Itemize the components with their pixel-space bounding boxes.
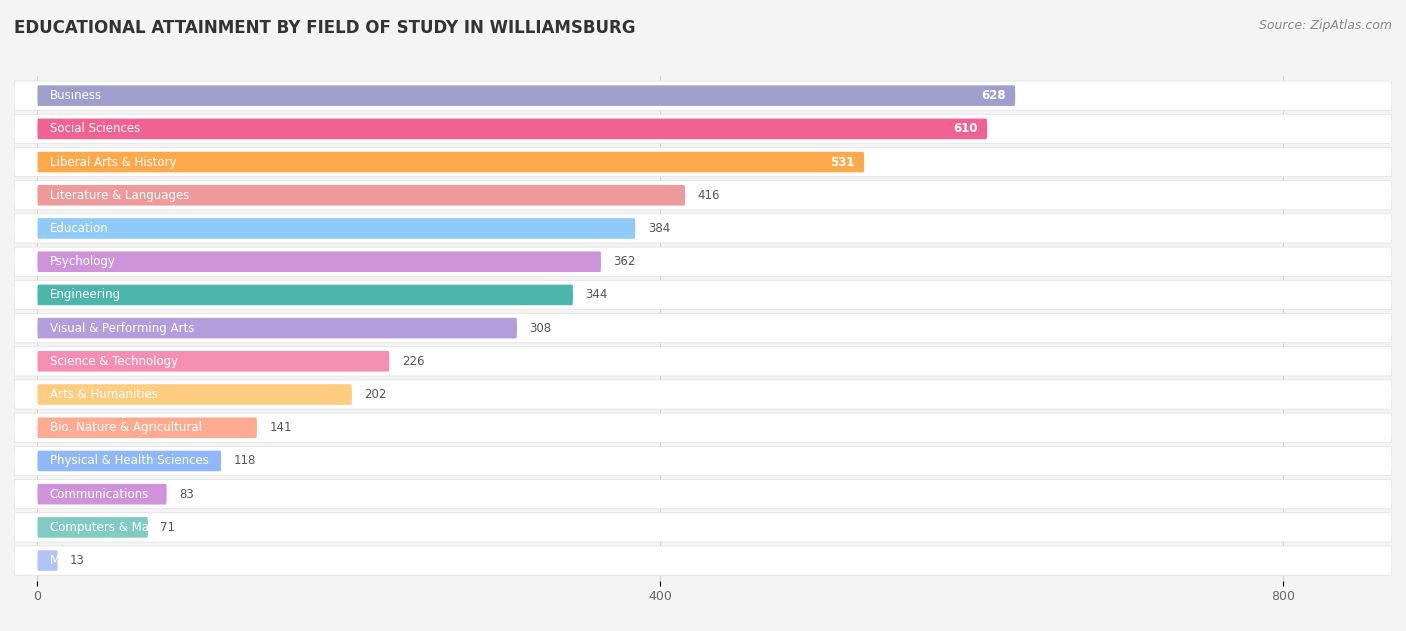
FancyBboxPatch shape — [38, 351, 389, 372]
FancyBboxPatch shape — [14, 446, 1392, 476]
FancyBboxPatch shape — [14, 280, 1392, 310]
Text: Multidisciplinary Studies: Multidisciplinary Studies — [49, 554, 194, 567]
Text: Social Sciences: Social Sciences — [49, 122, 141, 136]
FancyBboxPatch shape — [14, 180, 1392, 210]
Text: 384: 384 — [648, 222, 671, 235]
FancyBboxPatch shape — [38, 85, 1015, 106]
Text: 118: 118 — [233, 454, 256, 468]
FancyBboxPatch shape — [38, 418, 257, 438]
FancyBboxPatch shape — [14, 314, 1392, 343]
Text: Bio, Nature & Agricultural: Bio, Nature & Agricultural — [49, 422, 202, 434]
FancyBboxPatch shape — [38, 152, 865, 172]
FancyBboxPatch shape — [14, 81, 1392, 110]
FancyBboxPatch shape — [38, 218, 636, 239]
Text: EDUCATIONAL ATTAINMENT BY FIELD OF STUDY IN WILLIAMSBURG: EDUCATIONAL ATTAINMENT BY FIELD OF STUDY… — [14, 19, 636, 37]
Text: 416: 416 — [697, 189, 720, 202]
FancyBboxPatch shape — [14, 247, 1392, 276]
Text: 141: 141 — [270, 422, 292, 434]
FancyBboxPatch shape — [38, 285, 574, 305]
FancyBboxPatch shape — [38, 251, 600, 272]
FancyBboxPatch shape — [14, 346, 1392, 376]
FancyBboxPatch shape — [14, 148, 1392, 177]
Text: 628: 628 — [981, 89, 1005, 102]
Text: 226: 226 — [402, 355, 425, 368]
Text: Communications: Communications — [49, 488, 149, 500]
Text: Business: Business — [49, 89, 103, 102]
Text: Visual & Performing Arts: Visual & Performing Arts — [49, 322, 194, 334]
FancyBboxPatch shape — [14, 413, 1392, 442]
Text: Literature & Languages: Literature & Languages — [49, 189, 190, 202]
Text: Computers & Mathematics: Computers & Mathematics — [49, 521, 208, 534]
FancyBboxPatch shape — [38, 451, 221, 471]
Text: Education: Education — [49, 222, 108, 235]
Text: Physical & Health Sciences: Physical & Health Sciences — [49, 454, 208, 468]
FancyBboxPatch shape — [14, 214, 1392, 243]
FancyBboxPatch shape — [38, 550, 58, 571]
Text: 13: 13 — [70, 554, 84, 567]
FancyBboxPatch shape — [14, 513, 1392, 542]
FancyBboxPatch shape — [38, 318, 517, 338]
FancyBboxPatch shape — [38, 119, 987, 139]
Text: Science & Technology: Science & Technology — [49, 355, 179, 368]
Text: Psychology: Psychology — [49, 255, 115, 268]
Text: Source: ZipAtlas.com: Source: ZipAtlas.com — [1258, 19, 1392, 32]
Text: Arts & Humanities: Arts & Humanities — [49, 388, 157, 401]
Text: 362: 362 — [613, 255, 636, 268]
Text: 308: 308 — [530, 322, 551, 334]
FancyBboxPatch shape — [38, 517, 148, 538]
Text: Liberal Arts & History: Liberal Arts & History — [49, 156, 177, 168]
Text: 344: 344 — [585, 288, 607, 302]
Text: 531: 531 — [831, 156, 855, 168]
FancyBboxPatch shape — [14, 380, 1392, 409]
FancyBboxPatch shape — [14, 546, 1392, 575]
FancyBboxPatch shape — [14, 480, 1392, 509]
Text: 71: 71 — [160, 521, 176, 534]
Text: 202: 202 — [364, 388, 387, 401]
Text: Engineering: Engineering — [49, 288, 121, 302]
FancyBboxPatch shape — [14, 114, 1392, 143]
Text: 610: 610 — [953, 122, 977, 136]
FancyBboxPatch shape — [38, 384, 352, 405]
FancyBboxPatch shape — [38, 185, 685, 206]
FancyBboxPatch shape — [38, 484, 167, 504]
Text: 83: 83 — [179, 488, 194, 500]
